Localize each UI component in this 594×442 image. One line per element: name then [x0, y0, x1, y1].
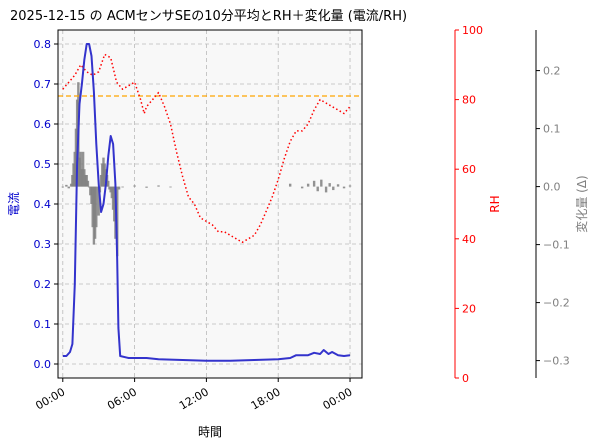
- delta-tick-label: −0.2: [543, 297, 570, 310]
- left-tick-label: 0.3: [34, 238, 52, 251]
- x-tick-label: 00:00: [33, 385, 67, 412]
- left-tick-label: 0.1: [34, 318, 52, 331]
- delta-tick-label: 0.2: [543, 65, 561, 78]
- delta-axis: −0.3 −0.2 −0.1 0.0 0.1 0.2: [535, 30, 570, 378]
- current-line-path: [62, 43, 351, 362]
- x-tick-label: 12:00: [177, 385, 211, 412]
- delta-bar: [169, 186, 172, 188]
- rh-tick-label: 100: [462, 24, 483, 37]
- delta-bar: [306, 183, 310, 187]
- left-tick-label: 0.7: [34, 78, 52, 91]
- x-axis: 00:00 06:00 12:00 18:00 00:00: [33, 378, 355, 412]
- x-tick-label: 00:00: [321, 385, 355, 412]
- left-axis-label: 電流: [7, 192, 21, 216]
- delta-bar: [65, 184, 68, 187]
- delta-bar: [145, 186, 148, 188]
- left-tick-label: 0.5: [34, 158, 52, 171]
- x-tick-label: 06:00: [105, 385, 139, 412]
- rh-axis: 0 20 40 60 80 100: [454, 24, 483, 385]
- left-tick-label: 0.0: [34, 358, 52, 371]
- delta-tick-label: 0.1: [543, 123, 561, 136]
- rh-tick-label: 80: [462, 94, 476, 107]
- delta-bar: [300, 186, 304, 189]
- rh-tick-label: 0: [462, 372, 469, 385]
- current-series: [62, 43, 351, 362]
- delta-bar: [97, 186, 100, 216]
- left-tick-label: 0.4: [34, 198, 52, 211]
- delta-tick-label: −0.1: [543, 239, 570, 252]
- delta-bar: [332, 186, 335, 191]
- left-axis: 0.0 0.1 0.2 0.3 0.4 0.5 0.6 0.7 0.8: [34, 38, 58, 371]
- delta-bar: [157, 185, 160, 187]
- chart-title: 2025-12-15 の ACMセンサSEの10分平均とRH＋変化量 (電流/R…: [10, 8, 407, 24]
- delta-bar: [316, 186, 319, 192]
- delta-bar: [121, 186, 124, 188]
- rh-axis-label: RH: [488, 195, 502, 212]
- delta-bar: [312, 180, 316, 187]
- grid: [58, 30, 362, 378]
- rh-line-path: [62, 53, 351, 244]
- rh-series: [62, 53, 351, 244]
- delta-bar: [320, 179, 323, 187]
- delta-bar: [86, 180, 90, 187]
- rh-tick-label: 60: [462, 163, 476, 176]
- rh-tick-label: 40: [462, 233, 476, 246]
- delta-bar: [95, 186, 98, 228]
- delta-bar: [348, 185, 352, 187]
- delta-bar: [328, 183, 331, 187]
- left-tick-label: 0.2: [34, 278, 52, 291]
- left-tick-label: 0.8: [34, 38, 52, 51]
- x-axis-label: 時間: [198, 425, 222, 439]
- delta-bar: [67, 186, 70, 189]
- delta-bar: [133, 185, 136, 187]
- rh-tick-label: 20: [462, 302, 476, 315]
- left-tick-label: 0.6: [34, 118, 52, 131]
- delta-tick-label: 0.0: [543, 181, 561, 194]
- delta-bar: [107, 180, 110, 187]
- delta-bar: [336, 184, 340, 187]
- delta-tick-label: −0.3: [543, 355, 570, 368]
- delta-bar: [324, 186, 328, 193]
- delta-bar: [61, 186, 64, 188]
- delta-bar: [288, 183, 292, 187]
- delta-axis-label: 変化量 (Δ): [574, 175, 589, 232]
- delta-bar: [342, 186, 346, 189]
- x-tick-label: 18:00: [249, 385, 283, 412]
- delta-bar: [117, 186, 121, 190]
